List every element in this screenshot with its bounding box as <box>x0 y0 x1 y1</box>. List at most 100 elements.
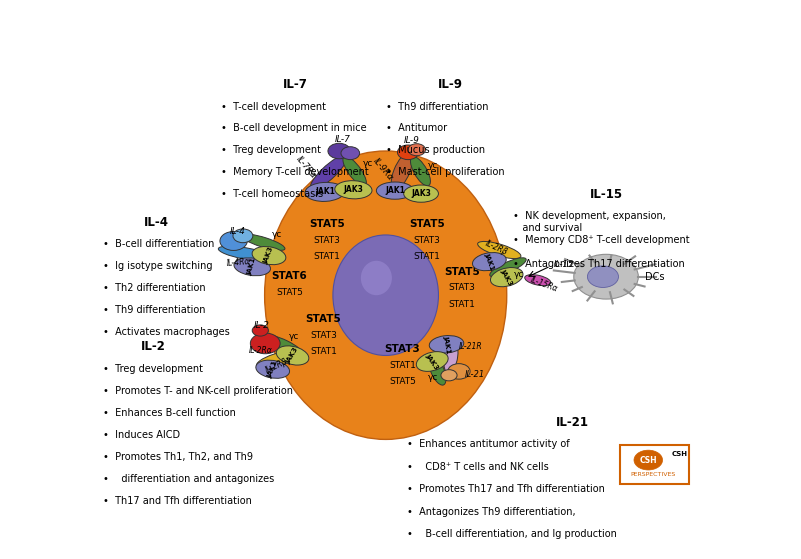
Text: •  Antagonizes Th17 differentiation: • Antagonizes Th17 differentiation <box>513 259 685 269</box>
Text: γc: γc <box>428 373 438 382</box>
Ellipse shape <box>473 253 506 271</box>
Text: IL-15: IL-15 <box>590 188 622 201</box>
Text: IL-15Rα: IL-15Rα <box>529 276 560 294</box>
Text: STAT5: STAT5 <box>445 267 480 277</box>
Text: JAK3: JAK3 <box>344 185 364 195</box>
Ellipse shape <box>219 246 272 261</box>
Text: •  Enhances B-cell function: • Enhances B-cell function <box>103 408 236 418</box>
Text: STAT3: STAT3 <box>384 344 421 354</box>
Text: IL-4: IL-4 <box>230 228 246 236</box>
Text: STAT1: STAT1 <box>449 300 476 309</box>
Ellipse shape <box>360 260 392 295</box>
Text: IL-7: IL-7 <box>284 78 308 91</box>
Text: •  Th9 differentiation: • Th9 differentiation <box>103 305 206 315</box>
Text: JAK1: JAK1 <box>442 335 451 354</box>
Text: STAT6: STAT6 <box>272 271 308 281</box>
Text: STAT5: STAT5 <box>389 377 416 386</box>
Ellipse shape <box>429 335 464 353</box>
Text: STAT5: STAT5 <box>276 288 303 297</box>
Ellipse shape <box>429 355 446 385</box>
Text: JAK3: JAK3 <box>500 268 514 286</box>
Circle shape <box>233 229 253 243</box>
Text: IL-9: IL-9 <box>438 78 463 91</box>
Text: γc: γc <box>428 161 438 170</box>
Ellipse shape <box>276 346 309 365</box>
Text: IL-21R: IL-21R <box>459 342 482 352</box>
Text: •  Treg development: • Treg development <box>103 364 203 374</box>
Text: STAT1: STAT1 <box>313 253 340 262</box>
Text: •  Promotes Th17 and Tfh differentiation: • Promotes Th17 and Tfh differentiation <box>408 484 606 494</box>
Text: STAT3: STAT3 <box>449 283 476 292</box>
Text: γc: γc <box>514 269 525 278</box>
Text: •  T-cell development: • T-cell development <box>221 102 326 111</box>
Text: IL-4Rα: IL-4Rα <box>227 257 251 268</box>
Text: •  Induces AICD: • Induces AICD <box>103 430 180 440</box>
Ellipse shape <box>392 153 413 190</box>
Text: PERSPECTIVES: PERSPECTIVES <box>630 472 675 477</box>
Text: •  B-cell development in mice: • B-cell development in mice <box>221 124 367 134</box>
Text: CSH: CSH <box>639 456 657 465</box>
Text: •  Treg development: • Treg development <box>221 145 321 155</box>
Circle shape <box>341 146 360 160</box>
Ellipse shape <box>264 335 302 354</box>
Ellipse shape <box>404 185 438 202</box>
Ellipse shape <box>417 352 448 371</box>
Circle shape <box>251 333 280 354</box>
Text: IL-7Rα: IL-7Rα <box>294 154 318 181</box>
Ellipse shape <box>376 182 413 199</box>
FancyBboxPatch shape <box>620 444 689 484</box>
Text: CSH: CSH <box>671 451 687 457</box>
Circle shape <box>328 143 350 159</box>
Ellipse shape <box>410 157 430 186</box>
Ellipse shape <box>305 182 344 201</box>
Text: •  Ig isotype switching: • Ig isotype switching <box>103 261 213 271</box>
Circle shape <box>252 325 268 336</box>
Text: IL-4: IL-4 <box>143 216 168 229</box>
Text: STAT5: STAT5 <box>309 219 344 229</box>
Text: JAK3: JAK3 <box>263 246 275 265</box>
Ellipse shape <box>477 241 521 259</box>
Text: •  Mast-cell proliferation: • Mast-cell proliferation <box>386 167 505 177</box>
Text: •    CD8⁺ T cells and NK cells: • CD8⁺ T cells and NK cells <box>408 462 549 472</box>
Text: IL-21: IL-21 <box>465 370 485 380</box>
Ellipse shape <box>343 157 366 186</box>
Text: STAT5: STAT5 <box>409 219 445 229</box>
Text: IL-2: IL-2 <box>254 321 270 330</box>
Text: STAT1: STAT1 <box>389 361 416 370</box>
Text: IL-2Rα: IL-2Rα <box>248 346 272 355</box>
Text: STAT1: STAT1 <box>310 347 337 356</box>
Text: IL-9Rα: IL-9Rα <box>372 157 395 182</box>
Text: JAK1: JAK1 <box>484 252 495 271</box>
Ellipse shape <box>333 235 438 356</box>
Text: •    B-cell differentiation, and Ig production: • B-cell differentiation, and Ig product… <box>408 529 618 539</box>
Text: IL-2Rβ: IL-2Rβ <box>264 357 290 375</box>
Text: •  Th2 differentiation: • Th2 differentiation <box>103 283 206 293</box>
Text: •  Enhances antitumor activity of: • Enhances antitumor activity of <box>408 439 570 449</box>
Ellipse shape <box>234 258 271 276</box>
Text: STAT3: STAT3 <box>414 236 441 245</box>
Text: •  Antagonizes Th9 differentiation,: • Antagonizes Th9 differentiation, <box>408 506 576 517</box>
Text: IL-2Rβ: IL-2Rβ <box>484 239 509 257</box>
Text: •  T-cell homeostasis: • T-cell homeostasis <box>221 190 324 200</box>
Text: JAK1: JAK1 <box>267 359 279 379</box>
Circle shape <box>574 254 638 299</box>
Text: IL-2: IL-2 <box>140 340 165 353</box>
Text: •  Antitumor: • Antitumor <box>386 124 447 134</box>
Ellipse shape <box>490 268 523 287</box>
Circle shape <box>408 144 425 156</box>
Text: •    differentiation and antagonizes: • differentiation and antagonizes <box>103 474 275 484</box>
Text: •  B-cell differentiation: • B-cell differentiation <box>103 239 215 249</box>
Text: •  Memory T-cell development: • Memory T-cell development <box>221 167 369 177</box>
Text: •  Th9 differentiation: • Th9 differentiation <box>386 102 488 111</box>
Ellipse shape <box>256 351 298 368</box>
Text: γc: γc <box>289 332 300 341</box>
Circle shape <box>448 364 470 379</box>
Ellipse shape <box>444 339 458 373</box>
Text: •  Promotes T- and NK-cell proliferation: • Promotes T- and NK-cell proliferation <box>103 386 293 396</box>
Circle shape <box>220 231 248 250</box>
Text: JAK1: JAK1 <box>385 186 405 195</box>
Text: IL-7: IL-7 <box>334 135 350 144</box>
Ellipse shape <box>264 151 507 439</box>
Text: •  NK development, expansion,
   and survival: • NK development, expansion, and surviva… <box>513 211 666 233</box>
Text: IL-15: IL-15 <box>553 260 574 269</box>
